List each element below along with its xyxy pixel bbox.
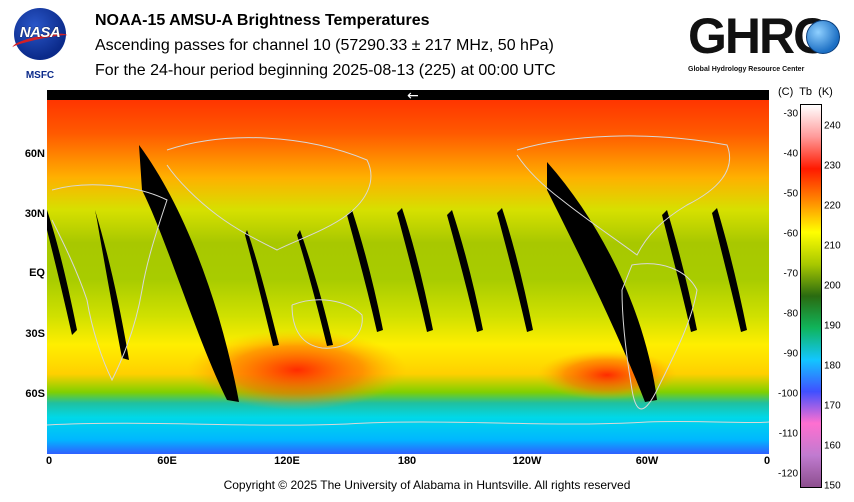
colorbar-kelvin-tick: 240 [824, 120, 841, 132]
colorbar-celsius-tick: -30 [783, 108, 798, 120]
colorbar-kelvin-tick: 200 [824, 280, 841, 292]
colorbar-celsius-tick: -110 [778, 428, 798, 440]
x-tick-0-east: 0 [763, 455, 771, 467]
gap-swath [547, 162, 657, 402]
gap-swath [297, 230, 333, 346]
ghrc-logo: GHRC Global Hydrology Resource Center [688, 8, 848, 80]
x-tick-60w: 60W [635, 455, 659, 467]
colorbar-header: (C) Tb (K) [778, 86, 833, 98]
ghrc-subtitle: Global Hydrology Resource Center [688, 66, 805, 73]
x-tick-120e: 120E [274, 455, 300, 467]
gap-swath [712, 208, 747, 332]
gap-swath [95, 210, 129, 360]
x-tick-180: 180 [397, 455, 417, 467]
colorbar-celsius-tick: -40 [783, 148, 798, 160]
colorbar-kelvin-tick: 160 [824, 440, 841, 452]
colorbar-kelvin-tick: 210 [824, 240, 841, 252]
colorbar-kelvin-unit: (K) [818, 86, 833, 98]
colorbar-celsius-tick: -70 [783, 268, 798, 280]
period-label: For the 24-hour period beginning 2025-08… [95, 62, 556, 79]
coastline-antarctica [47, 420, 769, 426]
y-tick-30s: 30S [25, 328, 45, 340]
x-tick-120w: 120W [512, 455, 542, 467]
x-tick-60e: 60E [157, 455, 177, 467]
y-tick-30n: 30N [24, 208, 45, 220]
coastline-north-america [516, 135, 731, 256]
x-tick-0: 0 [45, 455, 53, 467]
colorbar-kelvin-tick: 180 [824, 360, 841, 372]
msfc-label: MSFC [25, 70, 55, 81]
colorbar-kelvin-tick: 190 [824, 320, 841, 332]
gap-swath [447, 210, 483, 332]
dateline-arrow: ← [407, 90, 419, 104]
ghrc-wordmark: GHRC [688, 8, 829, 64]
colorbar [800, 104, 822, 488]
gap-swath [662, 210, 697, 332]
map-background [47, 90, 769, 454]
colorbar-kelvin-tick: 220 [824, 200, 841, 212]
colorbar-celsius-tick: -120 [777, 468, 798, 480]
coastline-asia [166, 137, 372, 251]
gap-swath [47, 210, 77, 335]
colorbar-celsius-tick: -60 [783, 228, 798, 240]
colorbar-tb-label: Tb [799, 86, 813, 98]
page-subtitle: Ascending passes for channel 10 (57290.3… [95, 37, 554, 54]
gap-swath [497, 208, 533, 332]
page-title: NOAA-15 AMSU-A Brightness Temperatures [95, 12, 430, 29]
brightness-temperature-map: ← [47, 90, 769, 454]
colorbar-kelvin-tick: 150 [824, 480, 841, 492]
coastlines [47, 135, 769, 426]
gap-swath [245, 230, 279, 346]
nasa-logo: NASA MSFC [10, 8, 70, 86]
southern-warm-region [187, 330, 407, 410]
globe-icon [806, 20, 840, 54]
coastline-africa-europe [51, 184, 168, 382]
y-tick-60s: 60S [25, 388, 45, 400]
gap-swath [347, 210, 383, 332]
top-black-band [47, 90, 769, 100]
y-tick-60n: 60N [24, 148, 45, 160]
nasa-wordmark: NASA [19, 24, 61, 41]
y-tick-eq: EQ [29, 267, 45, 279]
colorbar-celsius-tick: -50 [783, 188, 798, 200]
gap-swath [397, 208, 433, 332]
x-axis: 0 60E 120E 180 120W 60W 0 [45, 455, 771, 475]
colorbar-celsius-tick: -100 [777, 388, 798, 400]
coastline-australia [291, 299, 363, 349]
nasa-meatball-icon [14, 8, 66, 60]
copyright-notice: Copyright © 2025 The University of Alaba… [223, 478, 631, 492]
colorbar-kelvin-tick: 230 [824, 160, 841, 172]
colorbar-celsius-tick: -90 [783, 348, 798, 360]
colorbar-kelvin-tick: 170 [824, 400, 841, 412]
colorbar-celsius-tick: -80 [783, 308, 798, 320]
colorbar-celsius-unit: (C) [778, 86, 794, 98]
coastline-south-america [621, 263, 698, 410]
